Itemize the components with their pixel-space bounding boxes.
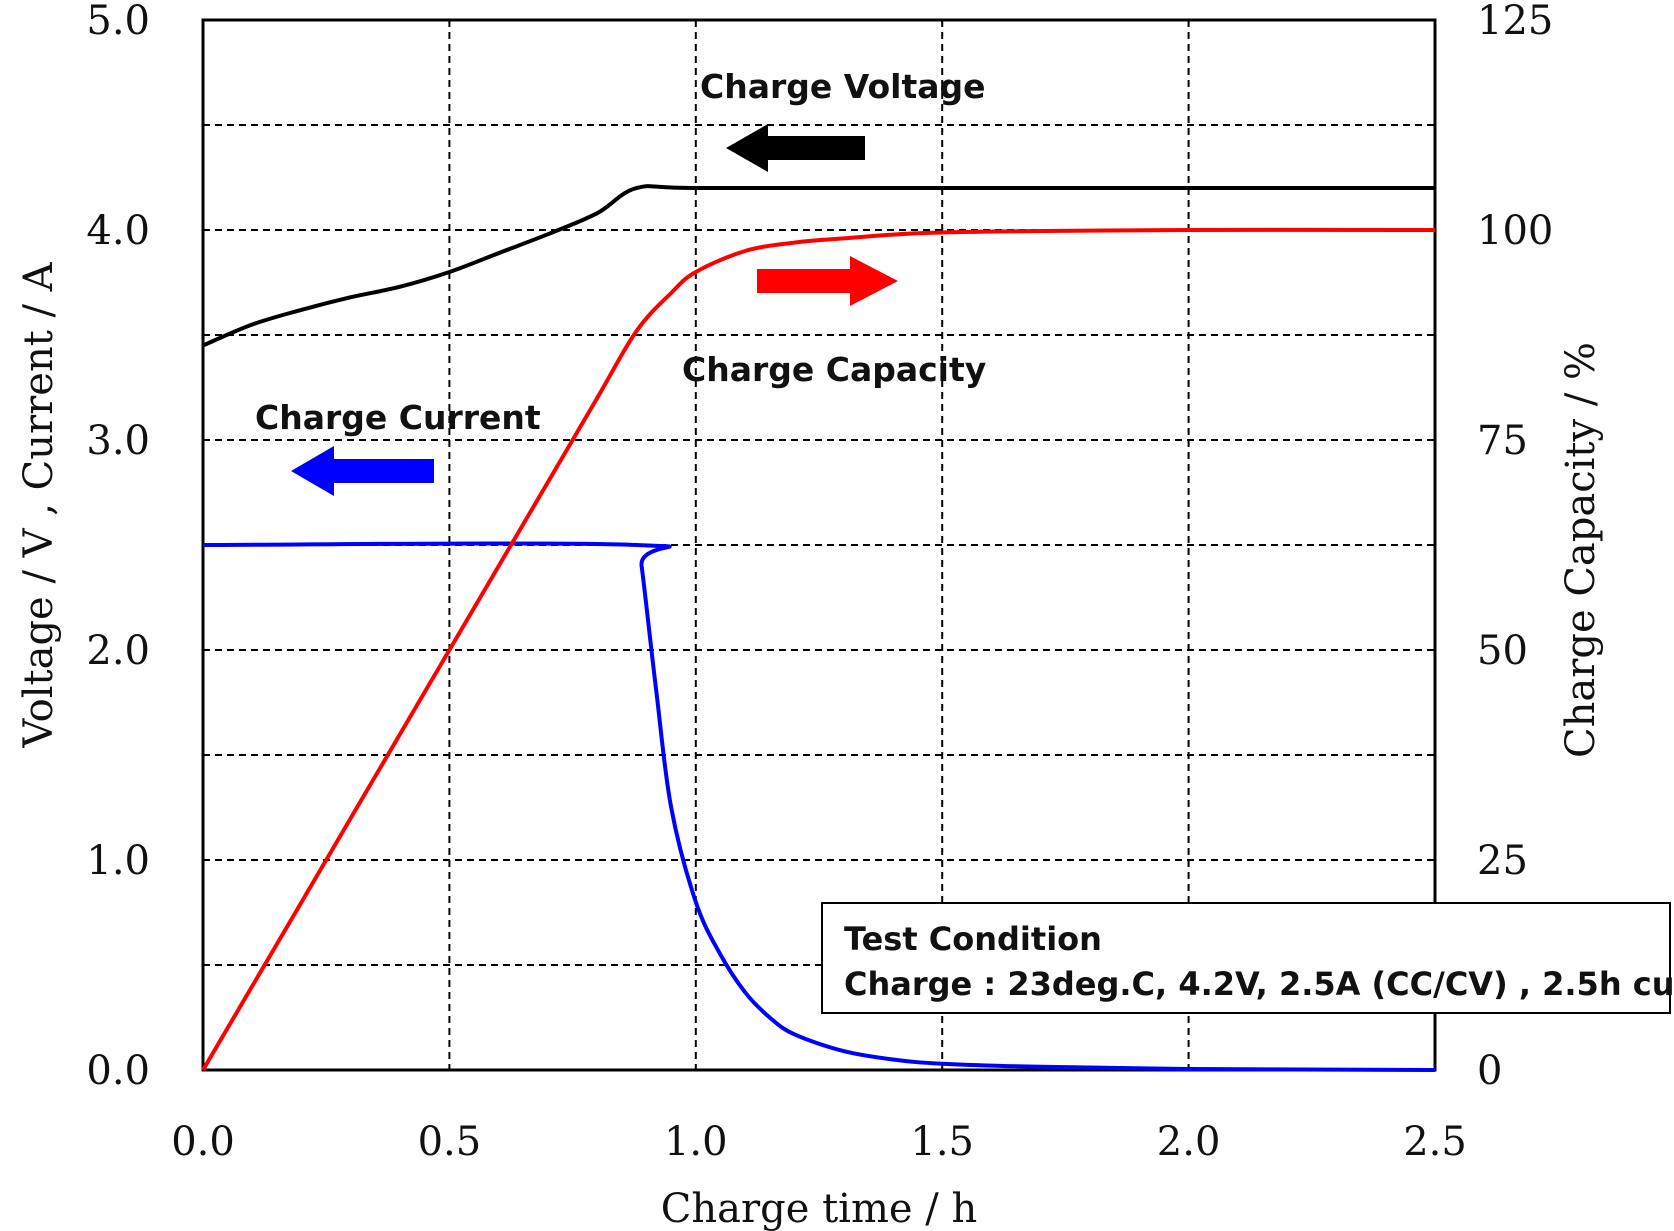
y-right-axis-title: Charge Capacity / % — [1558, 342, 1604, 758]
y-left-tick-label: 0.0 — [86, 1048, 150, 1094]
series-line-charge-current — [202, 541, 1436, 1072]
y-right-tick-label: 0 — [1477, 1048, 1502, 1094]
test-condition-line: Charge : 23deg.C, 4.2V, 2.5A (CC/CV) , 2… — [844, 965, 1674, 1003]
arrow-right-capacity-icon — [757, 256, 898, 306]
x-axis-title: Charge time / h — [661, 1186, 977, 1231]
y-left-tick-label: 3.0 — [86, 418, 150, 464]
x-tick-label: 1.5 — [910, 1119, 974, 1165]
y-right-tick-label: 50 — [1477, 628, 1528, 674]
x-tick-label: 2.0 — [1157, 1119, 1221, 1165]
annotation-charge-current: Charge Current — [255, 398, 541, 437]
y-right-tick-label: 125 — [1477, 0, 1553, 44]
test-condition-box: Test Condition Charge : 23deg.C, 4.2V, 2… — [821, 902, 1674, 1014]
arrow-left-voltage-icon — [726, 124, 865, 172]
test-condition-title: Test Condition — [844, 920, 1102, 958]
annotation-charge-capacity: Charge Capacity — [682, 350, 986, 389]
y-left-tick-label: 1.0 — [86, 838, 150, 884]
series-group — [201, 184, 1436, 1072]
series-line-charge-voltage — [202, 184, 1435, 348]
x-tick-label: 0.5 — [418, 1119, 482, 1165]
series-line-charge-capacity — [201, 227, 1436, 1072]
arrow-left-current-icon — [291, 446, 434, 496]
y-left-tick-label: 2.0 — [86, 628, 150, 674]
y-left-tick-label: 4.0 — [86, 208, 150, 254]
annotation-charge-voltage: Charge Voltage — [700, 67, 986, 106]
y-left-axis-title: Voltage / V , Current / A — [16, 261, 62, 748]
y-right-tick-label: 75 — [1477, 418, 1528, 464]
x-tick-label: 1.0 — [664, 1119, 728, 1165]
y-left-tick-label: 5.0 — [86, 0, 150, 44]
y-right-tick-label: 25 — [1477, 838, 1528, 884]
y-right-tick-label: 100 — [1477, 208, 1553, 254]
x-tick-label: 0.0 — [171, 1119, 235, 1165]
tick-labels: 0.0 0.5 1.0 1.5 2.0 2.5 0.0 1.0 2.0 3.0 4.0 5.0 0 25 5… — [86, 0, 1553, 1165]
x-tick-label: 2.5 — [1403, 1119, 1467, 1165]
